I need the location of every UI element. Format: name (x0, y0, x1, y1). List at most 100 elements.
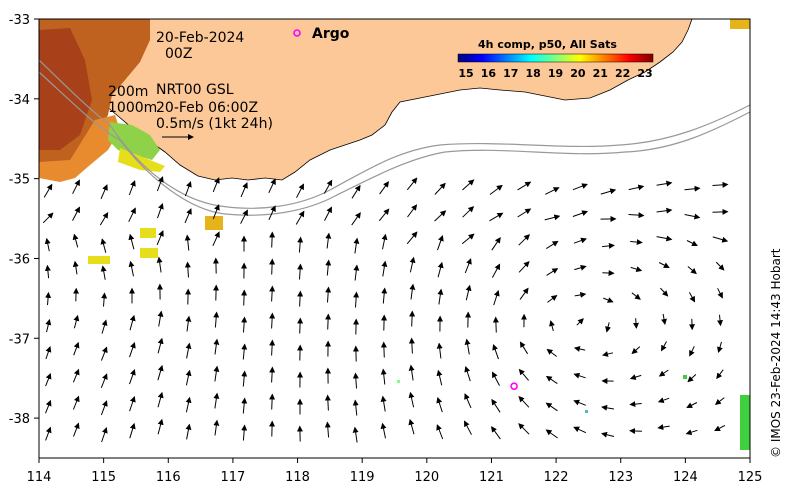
current-vector (72, 233, 79, 248)
current-vector (185, 396, 192, 413)
current-vector (492, 371, 500, 386)
sst-patch-g (683, 375, 687, 379)
current-vector (381, 287, 388, 304)
current-vector (544, 214, 561, 221)
current-vector (352, 399, 359, 416)
current-vector (324, 206, 332, 221)
current-vector (628, 184, 645, 191)
x-tick-label: 122 (544, 470, 569, 485)
current-vector (297, 317, 304, 334)
current-vector (381, 233, 388, 250)
current-vector (491, 263, 501, 278)
current-vector (241, 424, 248, 441)
x-tick-label: 125 (738, 470, 763, 485)
current-vector (712, 208, 729, 215)
product-label: NRT00 GSL (156, 82, 234, 98)
current-vector (684, 213, 701, 220)
current-vector (518, 423, 530, 435)
x-tick-label: 114 (27, 470, 52, 485)
current-vector (436, 396, 443, 413)
sst-patch-b (140, 228, 156, 238)
credit-label: © IMOS 23-Feb-2024 14:43 Hobart (769, 248, 783, 458)
current-vector (492, 316, 499, 333)
sst-patch-f (740, 395, 750, 450)
current-vector (658, 369, 669, 377)
current-vector (129, 395, 136, 412)
current-vector (297, 236, 304, 253)
current-vector (44, 264, 51, 279)
colorbar (457, 53, 654, 63)
current-vector (128, 207, 136, 222)
x-tick-label: 123 (608, 470, 633, 485)
current-vector (129, 341, 136, 358)
current-vector (269, 231, 276, 248)
x-tick-label: 118 (285, 470, 310, 485)
current-vector (461, 233, 475, 245)
current-vector (212, 231, 220, 247)
current-vector (325, 259, 332, 276)
current-vector (213, 392, 220, 409)
sst-patch-d (88, 256, 110, 264)
argo-legend-label: Argo (312, 26, 350, 42)
current-vector (408, 418, 415, 435)
current-vector (100, 346, 108, 361)
colorbar-tick-label: 18 (525, 67, 540, 80)
current-vector (380, 395, 387, 412)
current-vector (100, 265, 107, 280)
current-vector (408, 337, 415, 354)
colorbar-tick-label: 17 (503, 67, 518, 80)
current-vector (688, 292, 696, 303)
current-vector (72, 179, 80, 194)
current-vector (491, 426, 501, 440)
current-vector (684, 185, 701, 192)
y-tick-label: -36 (9, 252, 30, 267)
argo-float-marker (510, 382, 518, 390)
current-vector (351, 184, 361, 199)
x-axis: 114 115 116 117 118 119 120 121 122 123 124 125 (27, 458, 763, 485)
sst-patch-e (730, 19, 750, 29)
current-vector (325, 313, 332, 330)
current-vector (689, 346, 695, 357)
current-vector (156, 256, 163, 273)
current-vector (633, 318, 639, 329)
current-vector (128, 180, 136, 196)
current-vector (241, 370, 248, 387)
current-vector (434, 182, 446, 195)
current-vector (573, 372, 586, 379)
current-vector (574, 264, 587, 271)
current-vector (379, 181, 389, 195)
current-vector (213, 311, 220, 328)
current-vector (73, 422, 80, 437)
current-vector (573, 237, 587, 244)
current-vector (518, 260, 530, 273)
current-vector (628, 212, 645, 219)
current-vector (406, 231, 418, 245)
current-vector (269, 285, 276, 302)
current-vector (545, 375, 558, 385)
current-vector (100, 400, 108, 416)
current-vector (434, 210, 447, 222)
current-vector (100, 184, 108, 200)
current-vector (184, 234, 191, 251)
current-vector (493, 289, 500, 306)
current-vector (518, 234, 531, 246)
x-tick-label: 119 (350, 470, 375, 485)
colorbar-tick-label: 16 (481, 67, 497, 80)
x-tick-label: 124 (673, 470, 698, 485)
current-vector (43, 183, 53, 198)
current-vector (492, 343, 499, 360)
current-vector (295, 210, 305, 225)
current-vector (630, 239, 643, 246)
isobath-200m (39, 59, 750, 209)
current-vector (661, 341, 667, 352)
current-vector (101, 319, 108, 334)
current-vector (491, 398, 501, 413)
current-vector (45, 346, 52, 360)
current-vector (73, 314, 80, 329)
current-vector (717, 314, 724, 327)
current-vector (241, 343, 248, 360)
current-vector (185, 315, 192, 332)
current-vector (241, 289, 248, 306)
sst-orange-band (39, 115, 120, 182)
current-vector (685, 429, 698, 436)
